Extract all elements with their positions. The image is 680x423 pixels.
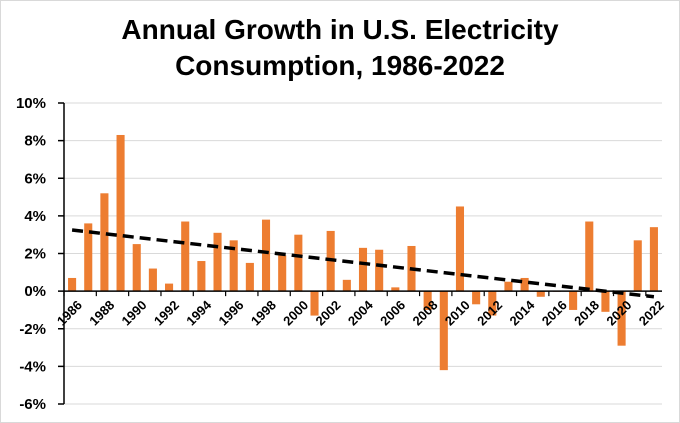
bar-1986 xyxy=(68,277,77,292)
bar-2004 xyxy=(358,247,368,292)
bar-2003 xyxy=(342,279,351,292)
bar-2008 xyxy=(423,291,432,310)
bar-1988 xyxy=(100,193,109,292)
chart-title-line-1: Annual Growth in U.S. Electricity xyxy=(121,14,559,45)
bar-2012 xyxy=(488,291,497,316)
y-tick-label: 4% xyxy=(24,208,46,225)
bar-1995 xyxy=(213,232,222,292)
x-tick-label: 1990 xyxy=(119,297,150,328)
bar-2019 xyxy=(601,291,610,312)
x-tick-label: 2008 xyxy=(409,297,440,328)
bar-1990 xyxy=(132,244,141,292)
bar-1997 xyxy=(245,262,254,292)
bar-2006 xyxy=(391,287,400,292)
bar-1991 xyxy=(148,268,157,292)
x-tick-label: 2000 xyxy=(280,297,311,328)
trendline xyxy=(71,228,655,299)
x-tick-label: 2006 xyxy=(377,297,408,328)
y-tick-label: -2% xyxy=(19,321,46,338)
bar-2000 xyxy=(294,234,303,292)
bar-1993 xyxy=(181,221,190,292)
x-tick-label: 2014 xyxy=(506,297,538,329)
bar-2013 xyxy=(504,281,513,292)
y-tick-labels: 10% 8% 6% 4% 2% 0% -2% -4% -6% xyxy=(16,95,46,413)
bar-1999 xyxy=(278,255,287,292)
bar-2022 xyxy=(649,227,658,292)
bar-2011 xyxy=(472,291,481,305)
y-tick-label: 8% xyxy=(24,133,46,150)
bar-1994 xyxy=(197,261,206,292)
x-tick-label: 2016 xyxy=(539,297,570,328)
bar-1989 xyxy=(116,134,125,292)
chart-title-line-2: Consumption, 1986-2022 xyxy=(175,50,505,81)
gridlines xyxy=(64,102,662,405)
axes xyxy=(58,102,662,405)
bar-1996 xyxy=(229,240,238,292)
x-tick-label: 1998 xyxy=(248,297,279,328)
y-tick-label: -6% xyxy=(19,396,46,413)
trendline-layer xyxy=(71,228,655,299)
x-tick-label: 1986 xyxy=(54,297,85,328)
x-tick-label: 2004 xyxy=(345,297,377,329)
y-tick-label: 0% xyxy=(24,283,46,300)
y-tick-label: 10% xyxy=(16,95,46,112)
bar-2005 xyxy=(375,249,384,292)
bar-2010 xyxy=(455,206,465,292)
x-tick-label: 2022 xyxy=(636,297,667,328)
bar-2014 xyxy=(520,277,529,292)
x-tick-label: 1996 xyxy=(216,297,247,328)
x-tick-label: 1992 xyxy=(151,297,182,328)
bar-2021 xyxy=(633,240,642,292)
bar-2015 xyxy=(536,291,545,297)
chart-title: Annual Growth in U.S. Electricity Consum… xyxy=(0,12,680,84)
bar-1998 xyxy=(261,219,271,292)
bars xyxy=(68,134,658,371)
bar-2020 xyxy=(617,291,626,346)
x-tick-label: 1994 xyxy=(183,297,215,329)
bar-2009 xyxy=(439,291,448,371)
bar-2018 xyxy=(585,221,594,292)
y-tick-label: -4% xyxy=(19,358,46,375)
bar-1987 xyxy=(84,223,93,292)
y-tick-label: 2% xyxy=(24,246,46,263)
bar-2017 xyxy=(569,291,578,310)
bar-1992 xyxy=(165,283,174,292)
bar-2001 xyxy=(310,291,319,316)
x-tick-label: 1988 xyxy=(86,297,117,328)
y-tick-label: 6% xyxy=(24,170,46,187)
